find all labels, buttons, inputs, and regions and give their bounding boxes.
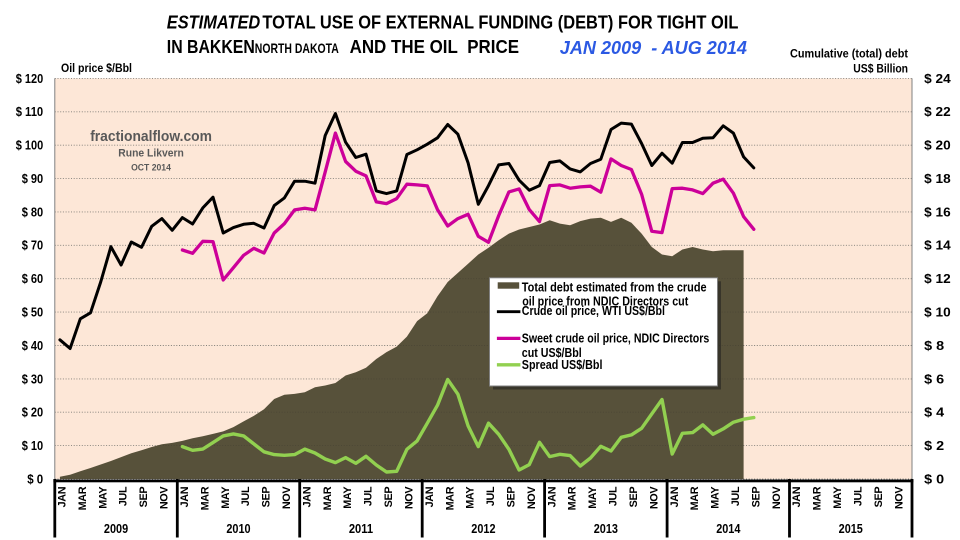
svg-text:oil price from NDIC Directors: oil price from NDIC Directors cut	[522, 295, 689, 309]
svg-text:SEP: SEP	[383, 487, 395, 508]
svg-text:MAY: MAY	[710, 486, 722, 509]
svg-text:$ 50: $ 50	[22, 305, 44, 319]
svg-text:MAR: MAR	[812, 486, 824, 510]
svg-text:$ 120: $ 120	[16, 72, 44, 86]
svg-text:NOV: NOV	[648, 486, 660, 509]
svg-text:2015: 2015	[839, 522, 863, 536]
svg-text:MAY: MAY	[342, 486, 354, 509]
svg-text:$ 4: $ 4	[924, 406, 944, 420]
svg-text:Oil price $/Bbl: Oil price $/Bbl	[61, 61, 132, 75]
svg-text:$ 24: $ 24	[924, 72, 951, 86]
svg-text:$ 0: $ 0	[924, 472, 944, 486]
svg-text:JUL: JUL	[608, 486, 620, 506]
svg-text:NOV: NOV	[404, 486, 416, 509]
svg-text:JAN: JAN	[57, 486, 69, 507]
svg-text:$ 20: $ 20	[22, 406, 44, 420]
svg-text:Cumulative (total) debt: Cumulative (total) debt	[790, 46, 908, 60]
svg-text:cut US$/Bbl: cut US$/Bbl	[522, 346, 582, 360]
svg-text:AND THE OIL PRICE: AND THE OIL PRICE	[350, 37, 519, 57]
svg-text:OCT 2014: OCT 2014	[131, 163, 171, 174]
svg-text:$ 70: $ 70	[22, 239, 44, 253]
svg-text:IN BAKKEN: IN BAKKEN	[167, 37, 255, 57]
svg-text:$ 22: $ 22	[924, 105, 951, 119]
svg-text:MAY: MAY	[220, 486, 232, 509]
svg-text:$ 30: $ 30	[22, 372, 44, 386]
svg-text:$ 8: $ 8	[924, 339, 944, 353]
svg-text:$ 18: $ 18	[924, 172, 951, 186]
svg-text:ESTIMATED: ESTIMATED	[167, 12, 260, 32]
svg-text:SEP: SEP	[628, 487, 640, 508]
svg-text:MAR: MAR	[689, 486, 701, 510]
svg-text:fractionalflow.com: fractionalflow.com	[90, 128, 212, 145]
svg-text:MAR: MAR	[322, 486, 334, 510]
svg-text:$ 16: $ 16	[924, 205, 951, 219]
svg-text:JAN: JAN	[179, 486, 191, 507]
svg-text:JAN: JAN	[424, 486, 436, 507]
svg-text:JAN: JAN	[301, 486, 313, 507]
svg-text:$ 20: $ 20	[924, 139, 951, 153]
svg-text:JUL: JUL	[730, 486, 742, 506]
svg-text:Total debt estimated from the: Total debt estimated from the crude	[522, 280, 707, 294]
svg-text:JUL: JUL	[485, 486, 497, 506]
svg-text:JUL: JUL	[118, 486, 130, 506]
svg-text:JAN: JAN	[791, 486, 803, 507]
svg-text:JAN: JAN	[546, 486, 558, 507]
svg-text:2011: 2011	[349, 522, 373, 536]
svg-text:JUL: JUL	[240, 486, 252, 506]
svg-text:$ 60: $ 60	[22, 272, 44, 286]
svg-text:NOV: NOV	[771, 486, 783, 509]
svg-text:$ 6: $ 6	[924, 372, 944, 386]
svg-text:SEP: SEP	[261, 487, 273, 508]
svg-text:SEP: SEP	[750, 487, 762, 508]
svg-text:2010: 2010	[226, 522, 250, 536]
svg-text:$ 0: $ 0	[27, 472, 43, 486]
svg-text:JAN 2009 - AUG 2014: JAN 2009 - AUG 2014	[560, 38, 747, 58]
svg-text:$ 12: $ 12	[924, 272, 951, 286]
svg-text:MAR: MAR	[199, 486, 211, 510]
svg-text:NOV: NOV	[281, 486, 293, 509]
svg-text:$ 40: $ 40	[22, 339, 44, 353]
svg-text:Rune Likvern: Rune Likvern	[118, 148, 184, 160]
svg-text:MAR: MAR	[444, 486, 456, 510]
svg-text:$ 2: $ 2	[924, 439, 944, 453]
svg-text:Crude oil price, WTI US$/Bbl: Crude oil price, WTI US$/Bbl	[522, 304, 665, 318]
svg-text:NOV: NOV	[893, 486, 905, 509]
svg-text:US$ Billion: US$ Billion	[853, 61, 908, 75]
svg-text:MAY: MAY	[587, 486, 599, 509]
svg-text:$ 10: $ 10	[22, 439, 44, 453]
svg-text:MAR: MAR	[567, 486, 579, 510]
svg-text:Sweet crude oil price, NDIC Di: Sweet crude oil price, NDIC Directors	[522, 332, 710, 346]
svg-text:$ 90: $ 90	[22, 172, 44, 186]
svg-text:2012: 2012	[471, 522, 495, 536]
svg-text:MAR: MAR	[77, 486, 89, 510]
svg-text:JUL: JUL	[363, 486, 375, 506]
svg-text:JAN: JAN	[669, 486, 681, 507]
svg-text:JUL: JUL	[853, 486, 865, 506]
svg-text:$ 110: $ 110	[16, 105, 44, 119]
svg-text:NOV: NOV	[159, 486, 171, 509]
svg-text:TOTAL USE OF EXTERNAL FUNDING: TOTAL USE OF EXTERNAL FUNDING (DEBT) FOR…	[262, 12, 738, 32]
svg-text:SEP: SEP	[873, 487, 885, 508]
svg-text:2009: 2009	[104, 522, 128, 536]
svg-text:$ 10: $ 10	[924, 305, 951, 319]
svg-text:$ 80: $ 80	[22, 205, 44, 219]
svg-text:MAY: MAY	[97, 486, 109, 509]
svg-text:NOV: NOV	[526, 486, 538, 509]
svg-text:$ 14: $ 14	[924, 239, 951, 253]
svg-text:2014: 2014	[716, 522, 740, 536]
svg-text:SEP: SEP	[138, 487, 150, 508]
svg-text:Spread US$/Bbl: Spread US$/Bbl	[522, 358, 603, 372]
svg-text:MAY: MAY	[465, 486, 477, 509]
svg-text:MAY: MAY	[832, 486, 844, 509]
svg-text:$ 100: $ 100	[16, 139, 44, 153]
svg-text:SEP: SEP	[506, 487, 518, 508]
svg-text:NORTH DAKOTA: NORTH DAKOTA	[255, 40, 339, 56]
svg-text:2013: 2013	[594, 522, 618, 536]
